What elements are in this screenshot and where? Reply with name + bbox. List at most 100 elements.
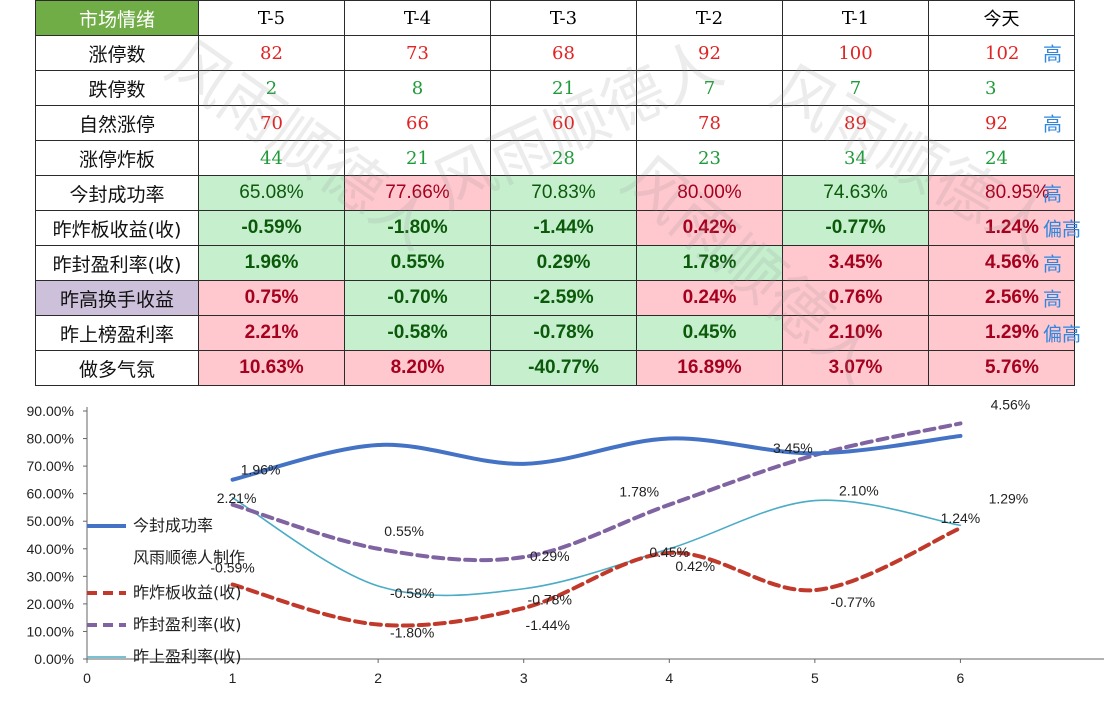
cell-value: 77.66%: [385, 182, 450, 203]
cell-value: 60: [552, 112, 575, 134]
data-label: -0.78%: [528, 592, 572, 608]
cell-value: 70.83%: [531, 182, 596, 203]
cell-value: 16.89%: [677, 357, 742, 378]
level-tag: 高: [1043, 253, 1063, 276]
level-tag: 高: [1043, 288, 1063, 311]
cell-value: 8: [411, 77, 424, 99]
table-cell: -0.70%: [344, 280, 491, 316]
table-cell: 0.42%: [636, 210, 783, 246]
table-row: 做多气氛 10.63% 8.20% -40.77% 16.89% 3.07% 5.76%: [35, 350, 1075, 386]
y-tick-label: 10.00%: [27, 623, 74, 639]
row-label: 今封成功率: [35, 175, 199, 211]
table-cell: 24: [928, 140, 1075, 176]
table-cell: 10.63%: [198, 350, 345, 386]
table-cell: 21: [344, 140, 491, 176]
table-cell: 80.00%: [636, 175, 783, 211]
row-label: 昨高换手收益: [35, 280, 199, 316]
cell-value: 3.07%: [828, 357, 883, 378]
cell-value: 3.45%: [828, 252, 883, 273]
cell-value: -40.77%: [528, 357, 599, 378]
table-cell: -0.59%: [198, 210, 345, 246]
table-cell: 102 高: [928, 35, 1075, 71]
cell-value: 21: [552, 77, 575, 99]
table-cell: 1.78%: [636, 245, 783, 281]
table-header-row: 市场情绪 T-5 T-4 T-3 T-2 T-1 今天: [35, 0, 1075, 36]
cell-value: 0.45%: [682, 322, 737, 343]
table-cell: 1.24% 偏高: [928, 210, 1081, 246]
legend-label: 今封成功率: [133, 516, 213, 535]
cell-value: 28: [552, 147, 575, 169]
cell-value: 68: [552, 42, 575, 64]
data-label: 2.10%: [839, 483, 879, 499]
table-cell: -1.80%: [344, 210, 491, 246]
table-row: 昨炸板收益(收) -0.59% -1.80% -1.44% 0.42% -0.77% 1.2…: [35, 210, 1081, 246]
cell-value: 2: [265, 77, 278, 99]
data-label: -0.59%: [210, 560, 254, 576]
cell-value: 0.55%: [390, 252, 445, 273]
table-row: 今封成功率 65.08% 77.66% 70.83% 80.00% 74.63% 80.95…: [35, 175, 1075, 211]
cell-value: -0.77%: [825, 217, 886, 238]
level-tag: 高: [1043, 113, 1063, 136]
table-cell: 0.45%: [636, 315, 783, 351]
row-label: 涨停数: [35, 35, 199, 71]
table-cell: 66: [344, 105, 491, 141]
trend-line-chart: 0.00% 10.00% 20.00% 30.00% 40.00% 50.00% 60.00…: [27, 396, 1104, 686]
cell-value: 0.76%: [828, 287, 883, 308]
table-cell: 44: [198, 140, 345, 176]
level-tag: 高: [1043, 183, 1063, 206]
cell-value: 2.56%: [985, 287, 1039, 308]
y-tick-label: 70.00%: [27, 458, 74, 474]
table-cell: 78: [636, 105, 783, 141]
table-cell: 28: [490, 140, 637, 176]
table-cell: 0.29%: [490, 245, 637, 281]
level-tag: 偏高: [1043, 218, 1082, 241]
table-cell: 7: [636, 70, 783, 106]
data-label: -1.44%: [526, 617, 570, 633]
table-cell: 3.07%: [782, 350, 929, 386]
y-tick-label: 30.00%: [27, 568, 74, 584]
header-col-5: T-1: [782, 0, 929, 36]
table-cell: 2.56% 高: [928, 280, 1075, 316]
table-cell: 68: [490, 35, 637, 71]
cell-value: 2.21%: [244, 322, 299, 343]
cell-value: 102: [985, 42, 1020, 64]
cell-value: 24: [985, 147, 1008, 169]
row-label: 跌停数: [35, 70, 199, 106]
table-cell: -40.77%: [490, 350, 637, 386]
series-line-0: [230, 433, 963, 482]
x-tick-label: 0: [83, 670, 91, 686]
cell-value: -0.59%: [241, 217, 302, 238]
x-tick-label: 3: [520, 670, 528, 686]
table-cell: 60: [490, 105, 637, 141]
table-cell: 23: [636, 140, 783, 176]
table-cell: 65.08%: [198, 175, 345, 211]
cell-value: 5.76%: [985, 357, 1039, 378]
level-tag: 高: [1043, 43, 1063, 66]
x-tick-label: 4: [665, 670, 673, 686]
header-col-6: 今天: [928, 0, 1075, 36]
row-label: 昨上榜盈利率: [35, 315, 199, 351]
data-label: 1.96%: [241, 462, 281, 478]
cell-value: 70: [260, 112, 283, 134]
data-label: 4.56%: [991, 396, 1031, 412]
cell-value: 92: [698, 42, 721, 64]
legend-label: 昨上盈利率(收): [133, 647, 242, 666]
table-cell: 8.20%: [344, 350, 491, 386]
header-col-2: T-4: [344, 0, 491, 36]
table-cell: 5.76%: [928, 350, 1075, 386]
legend-label: 昨封盈利率(收): [133, 615, 242, 634]
row-label: 涨停炸板: [35, 140, 199, 176]
table-row: 昨高换手收益 0.75% -0.70% -2.59% 0.24% 0.76% 2.56% 高: [35, 280, 1075, 316]
header-col-4: T-2: [636, 0, 783, 36]
cell-value: 8.20%: [390, 357, 445, 378]
cell-value: 78: [698, 112, 721, 134]
x-tick-label: 5: [811, 670, 819, 686]
table-cell: 16.89%: [636, 350, 783, 386]
table-cell: 74.63%: [782, 175, 929, 211]
row-label: 昨炸板收益(收): [35, 210, 199, 246]
cell-value: 23: [698, 147, 721, 169]
cell-value: -1.80%: [387, 217, 448, 238]
table-cell: 3: [928, 70, 1075, 106]
y-tick-label: 60.00%: [27, 486, 74, 502]
table-cell: 80.95% 高: [928, 175, 1075, 211]
